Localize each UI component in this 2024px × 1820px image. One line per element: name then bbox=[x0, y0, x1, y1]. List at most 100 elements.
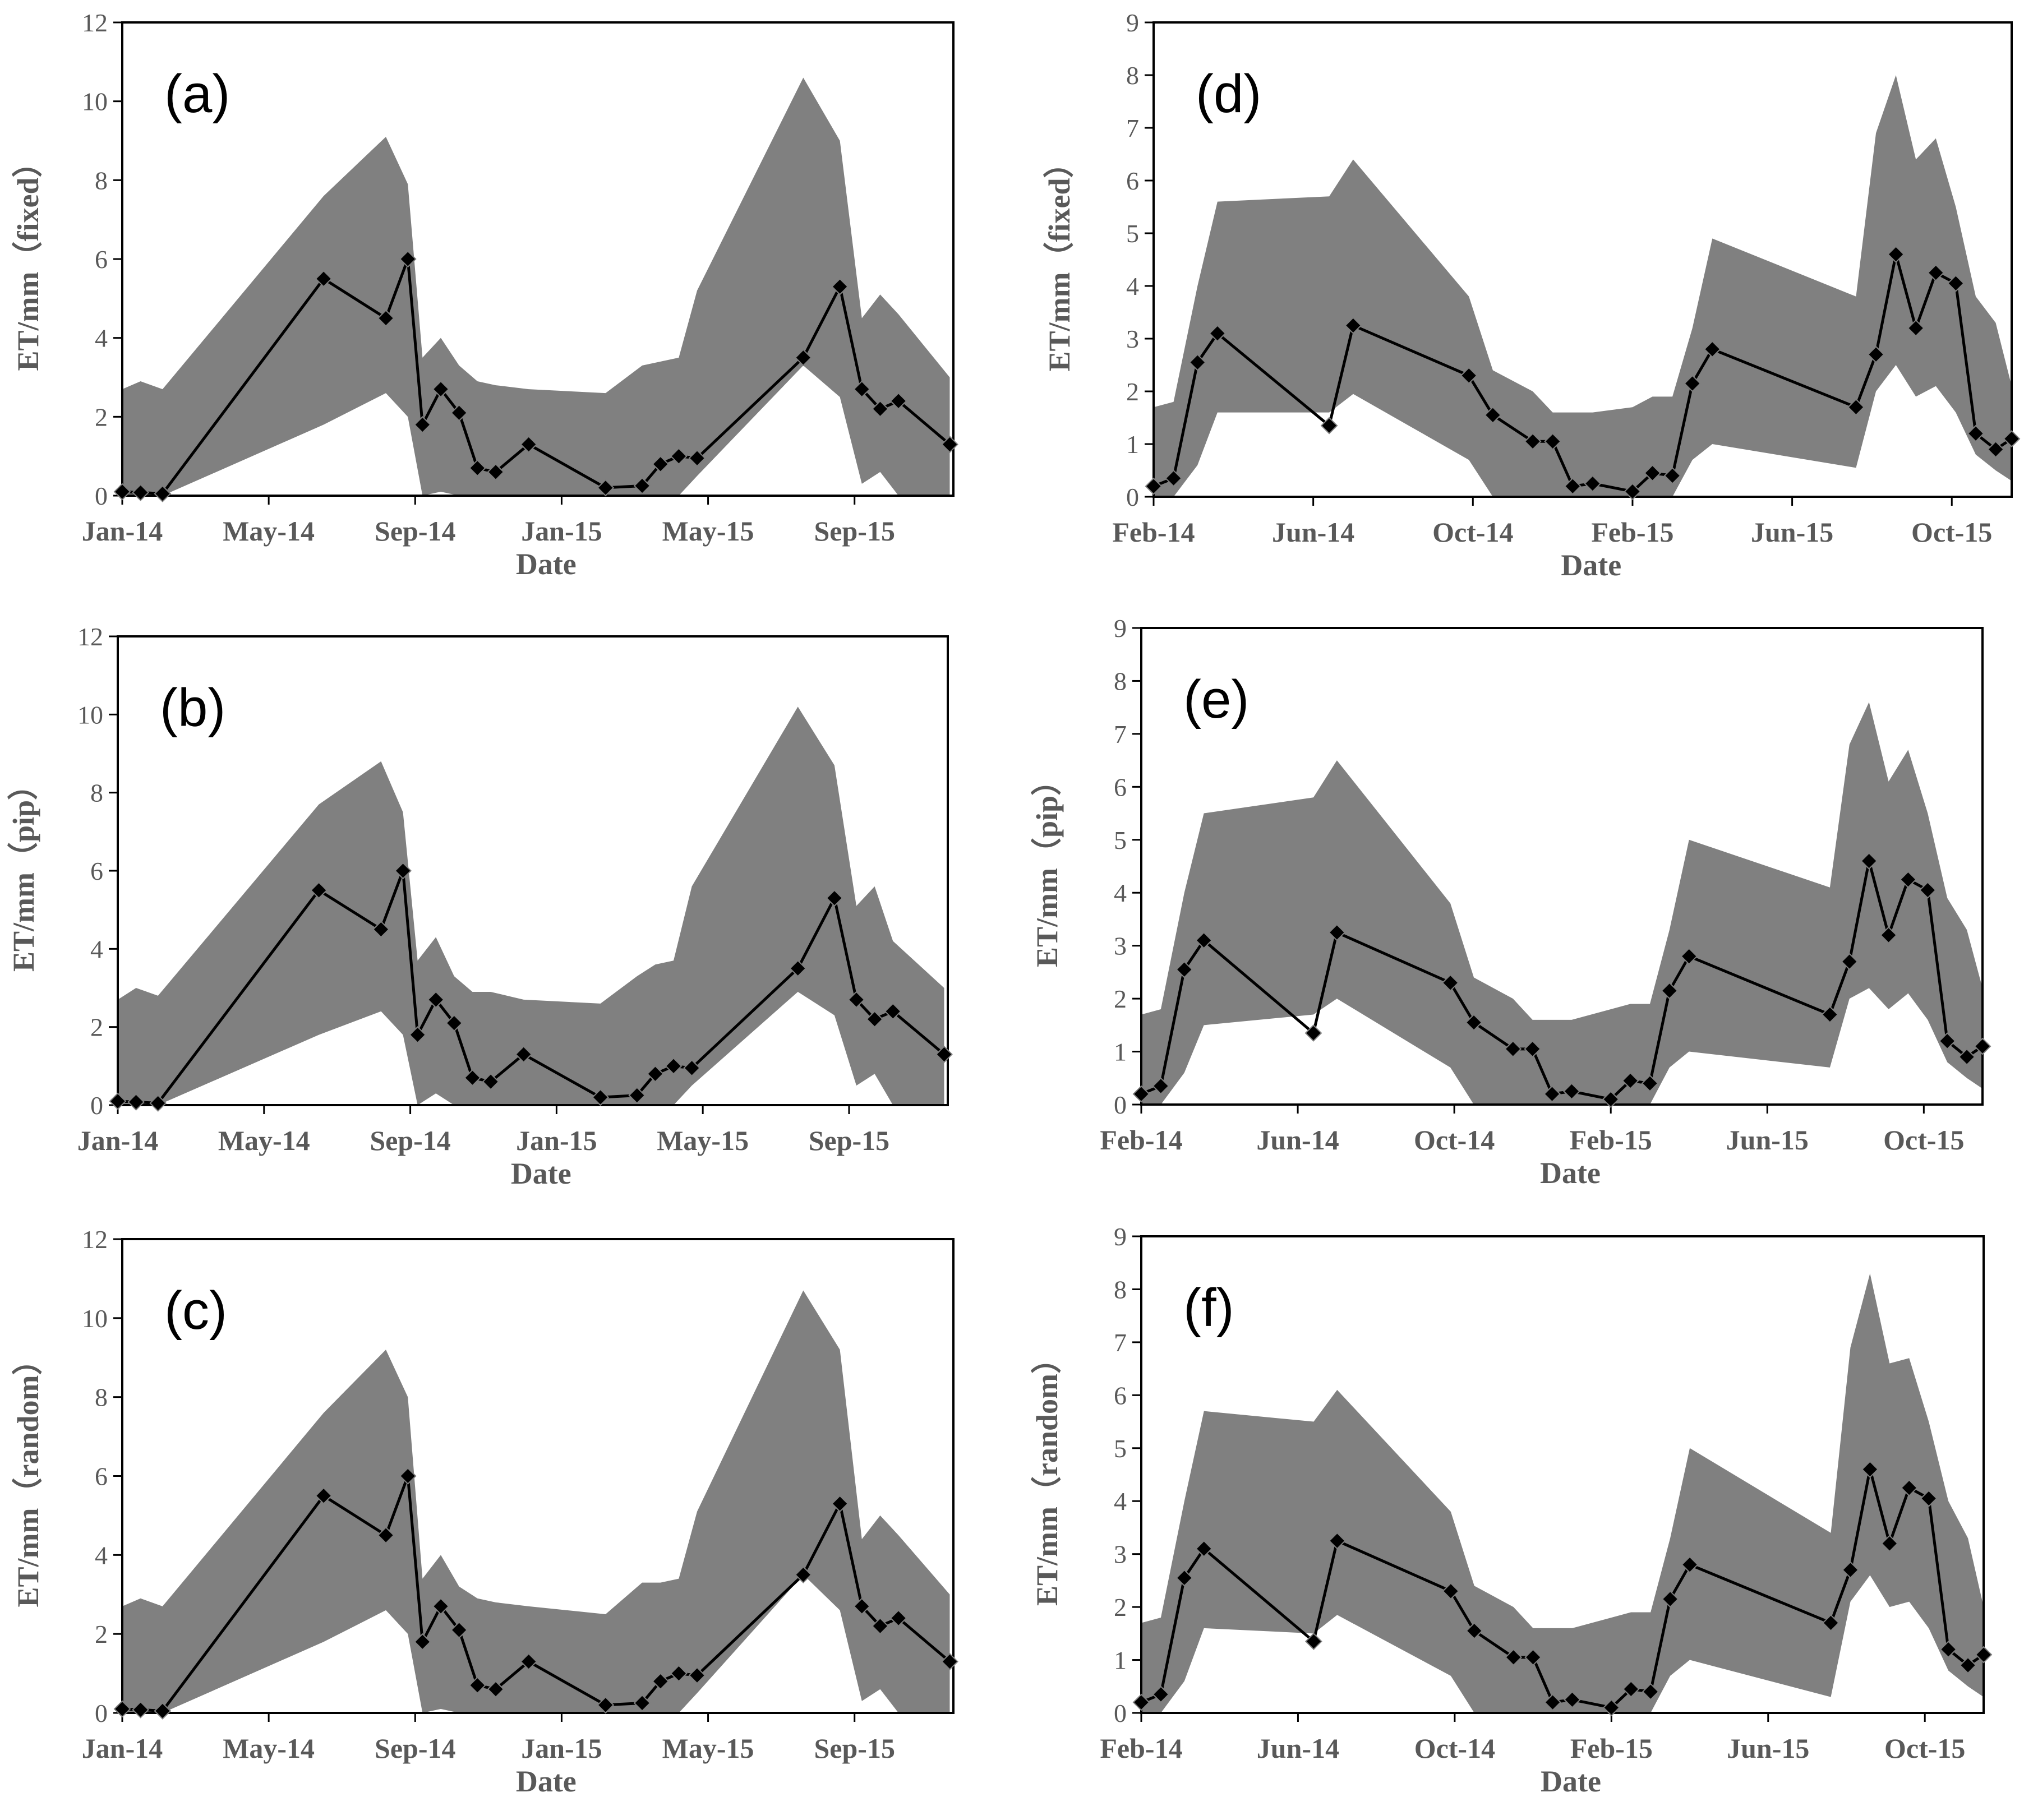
data-point-c-12 bbox=[597, 1696, 615, 1714]
data-point-b-10 bbox=[482, 1073, 500, 1091]
data-point-e-24 bbox=[1958, 1048, 1976, 1066]
y-tick-label: 4 bbox=[1126, 272, 1139, 301]
x-tick-label: May-15 bbox=[657, 1125, 749, 1156]
y-tick-label: 6 bbox=[1114, 1381, 1127, 1410]
data-point-f-25 bbox=[1975, 1646, 1993, 1664]
y-tick-label: 6 bbox=[95, 1462, 108, 1491]
data-point-d-19 bbox=[1887, 246, 1905, 264]
y-tick-label: 0 bbox=[1114, 1091, 1127, 1119]
data-point-e-2 bbox=[1175, 960, 1193, 978]
y-tick-label: 7 bbox=[1114, 1328, 1127, 1357]
data-point-a-11 bbox=[520, 436, 538, 453]
chart-panel-e: 0 1 2 3 4 5 6 7 8 9 Feb-14 Jun-14 Oct-14 Feb-15 Jun-15… bbox=[1030, 614, 1991, 1190]
data-point-e-9 bbox=[1524, 1040, 1542, 1058]
y-tick-label: 4 bbox=[95, 1541, 108, 1569]
data-point-c-9 bbox=[468, 1676, 486, 1694]
data-point-d-20 bbox=[1907, 319, 1925, 337]
y-tick-label: 4 bbox=[95, 324, 108, 353]
data-point-a-15 bbox=[670, 447, 688, 465]
data-point-a-17 bbox=[794, 349, 812, 367]
x-tick-label: Sep-15 bbox=[814, 1733, 895, 1764]
data-point-c-13 bbox=[633, 1694, 651, 1712]
y-tick-label: 2 bbox=[95, 403, 108, 431]
data-point-c-16 bbox=[688, 1666, 706, 1684]
x-tick-label: Jun-14 bbox=[1257, 1733, 1339, 1764]
y-tick-label: 6 bbox=[1114, 773, 1127, 801]
x-tick-label: Oct-15 bbox=[1884, 1733, 1965, 1764]
y-tick-label: 3 bbox=[1126, 325, 1139, 353]
data-point-d-10 bbox=[1564, 477, 1582, 495]
data-point-d-2 bbox=[1188, 353, 1206, 371]
data-point-c-0 bbox=[113, 1700, 131, 1718]
data-point-a-6 bbox=[413, 415, 431, 433]
y-tick-label: 4 bbox=[1114, 879, 1127, 907]
data-point-a-10 bbox=[487, 463, 505, 481]
y-tick-label: 9 bbox=[1126, 8, 1139, 37]
x-tick-label: Jun-14 bbox=[1256, 1124, 1339, 1156]
x-axis-title: Date bbox=[1541, 1764, 1601, 1798]
data-point-e-5 bbox=[1328, 923, 1346, 941]
x-tick-label: Feb-14 bbox=[1100, 1733, 1182, 1764]
chart-panel-a: 0 2 4 6 8 10 12 Jan-14 May-14 Sep-14 Jan-15 May-15 S… bbox=[11, 8, 958, 581]
y-axis-title: ET/mm（pip） bbox=[7, 770, 40, 972]
x-tick-label: Jan-14 bbox=[82, 1733, 163, 1764]
data-point-e-12 bbox=[1602, 1091, 1620, 1108]
y-tick-label: 7 bbox=[1114, 720, 1127, 749]
y-axis-title: ET/mm（fixed） bbox=[1043, 148, 1076, 372]
data-point-d-16 bbox=[1703, 340, 1721, 358]
chart-panel-f: 0 1 2 3 4 5 6 7 8 9 Feb-14 Jun-14 Oct-14 Feb-15 Jun-15… bbox=[1030, 1222, 1993, 1798]
uncertainty-band-f bbox=[1141, 1273, 1984, 1713]
data-point-d-7 bbox=[1484, 406, 1502, 424]
data-point-f-21 bbox=[1900, 1479, 1918, 1497]
panel-label: (a) bbox=[164, 64, 230, 124]
y-tick-label: 12 bbox=[82, 8, 108, 37]
y-tick-label: 1 bbox=[1114, 1038, 1127, 1066]
x-tick-label: May-14 bbox=[223, 515, 315, 547]
data-point-f-10 bbox=[1544, 1693, 1561, 1711]
uncertainty-band-b bbox=[118, 706, 944, 1105]
data-point-b-3 bbox=[310, 881, 328, 899]
data-point-d-3 bbox=[1209, 325, 1227, 343]
data-point-c-4 bbox=[377, 1526, 395, 1544]
data-point-b-12 bbox=[592, 1088, 610, 1106]
uncertainty-band-e bbox=[1141, 702, 1982, 1105]
data-point-a-3 bbox=[315, 270, 333, 288]
x-tick-label: Jun-15 bbox=[1727, 1733, 1809, 1764]
data-point-e-16 bbox=[1680, 948, 1698, 965]
data-point-d-25 bbox=[2003, 430, 2021, 448]
data-point-d-1 bbox=[1165, 469, 1182, 487]
chart-panel-b: 0 2 4 6 8 10 12 Jan-14 May-14 Sep-14 Jan-15 May-15 S… bbox=[7, 622, 953, 1190]
data-point-f-6 bbox=[1442, 1582, 1460, 1600]
data-point-d-9 bbox=[1544, 432, 1562, 450]
x-tick-label: Jun-15 bbox=[1726, 1124, 1809, 1156]
y-axis-title: ET/mm（pip） bbox=[1030, 765, 1064, 967]
data-point-c-1 bbox=[132, 1701, 150, 1719]
chart-panel-d: 0 1 2 3 4 5 6 7 8 9 Feb-14 Jun-14 Oct-14 Feb-15 Jun-15… bbox=[1043, 8, 2021, 582]
data-point-c-5 bbox=[399, 1467, 417, 1485]
y-tick-label: 5 bbox=[1114, 1434, 1127, 1463]
data-point-a-12 bbox=[597, 479, 615, 497]
x-tick-label: Oct-15 bbox=[1883, 1124, 1964, 1156]
data-point-e-1 bbox=[1152, 1077, 1170, 1095]
uncertainty-band-a bbox=[122, 77, 950, 496]
data-point-e-23 bbox=[1938, 1032, 1956, 1050]
data-point-b-18 bbox=[826, 889, 843, 907]
data-point-f-15 bbox=[1661, 1590, 1679, 1608]
data-point-b-9 bbox=[464, 1069, 481, 1087]
data-point-f-2 bbox=[1175, 1569, 1193, 1587]
x-tick-label: Oct-14 bbox=[1414, 1733, 1495, 1764]
data-point-c-3 bbox=[315, 1487, 333, 1505]
data-point-f-0 bbox=[1132, 1693, 1150, 1711]
x-tick-label: May-14 bbox=[218, 1125, 310, 1156]
data-point-c-2 bbox=[154, 1702, 172, 1720]
data-point-d-17 bbox=[1847, 398, 1865, 416]
data-point-b-2 bbox=[149, 1094, 167, 1112]
data-point-e-21 bbox=[1899, 871, 1917, 889]
data-point-b-11 bbox=[515, 1046, 533, 1063]
data-point-e-11 bbox=[1563, 1082, 1580, 1100]
y-tick-label: 2 bbox=[95, 1620, 108, 1648]
data-point-e-20 bbox=[1880, 926, 1897, 944]
y-tick-label: 6 bbox=[95, 245, 108, 274]
plot-frame-f bbox=[1140, 1235, 1985, 1714]
data-point-f-24 bbox=[1959, 1656, 1977, 1674]
